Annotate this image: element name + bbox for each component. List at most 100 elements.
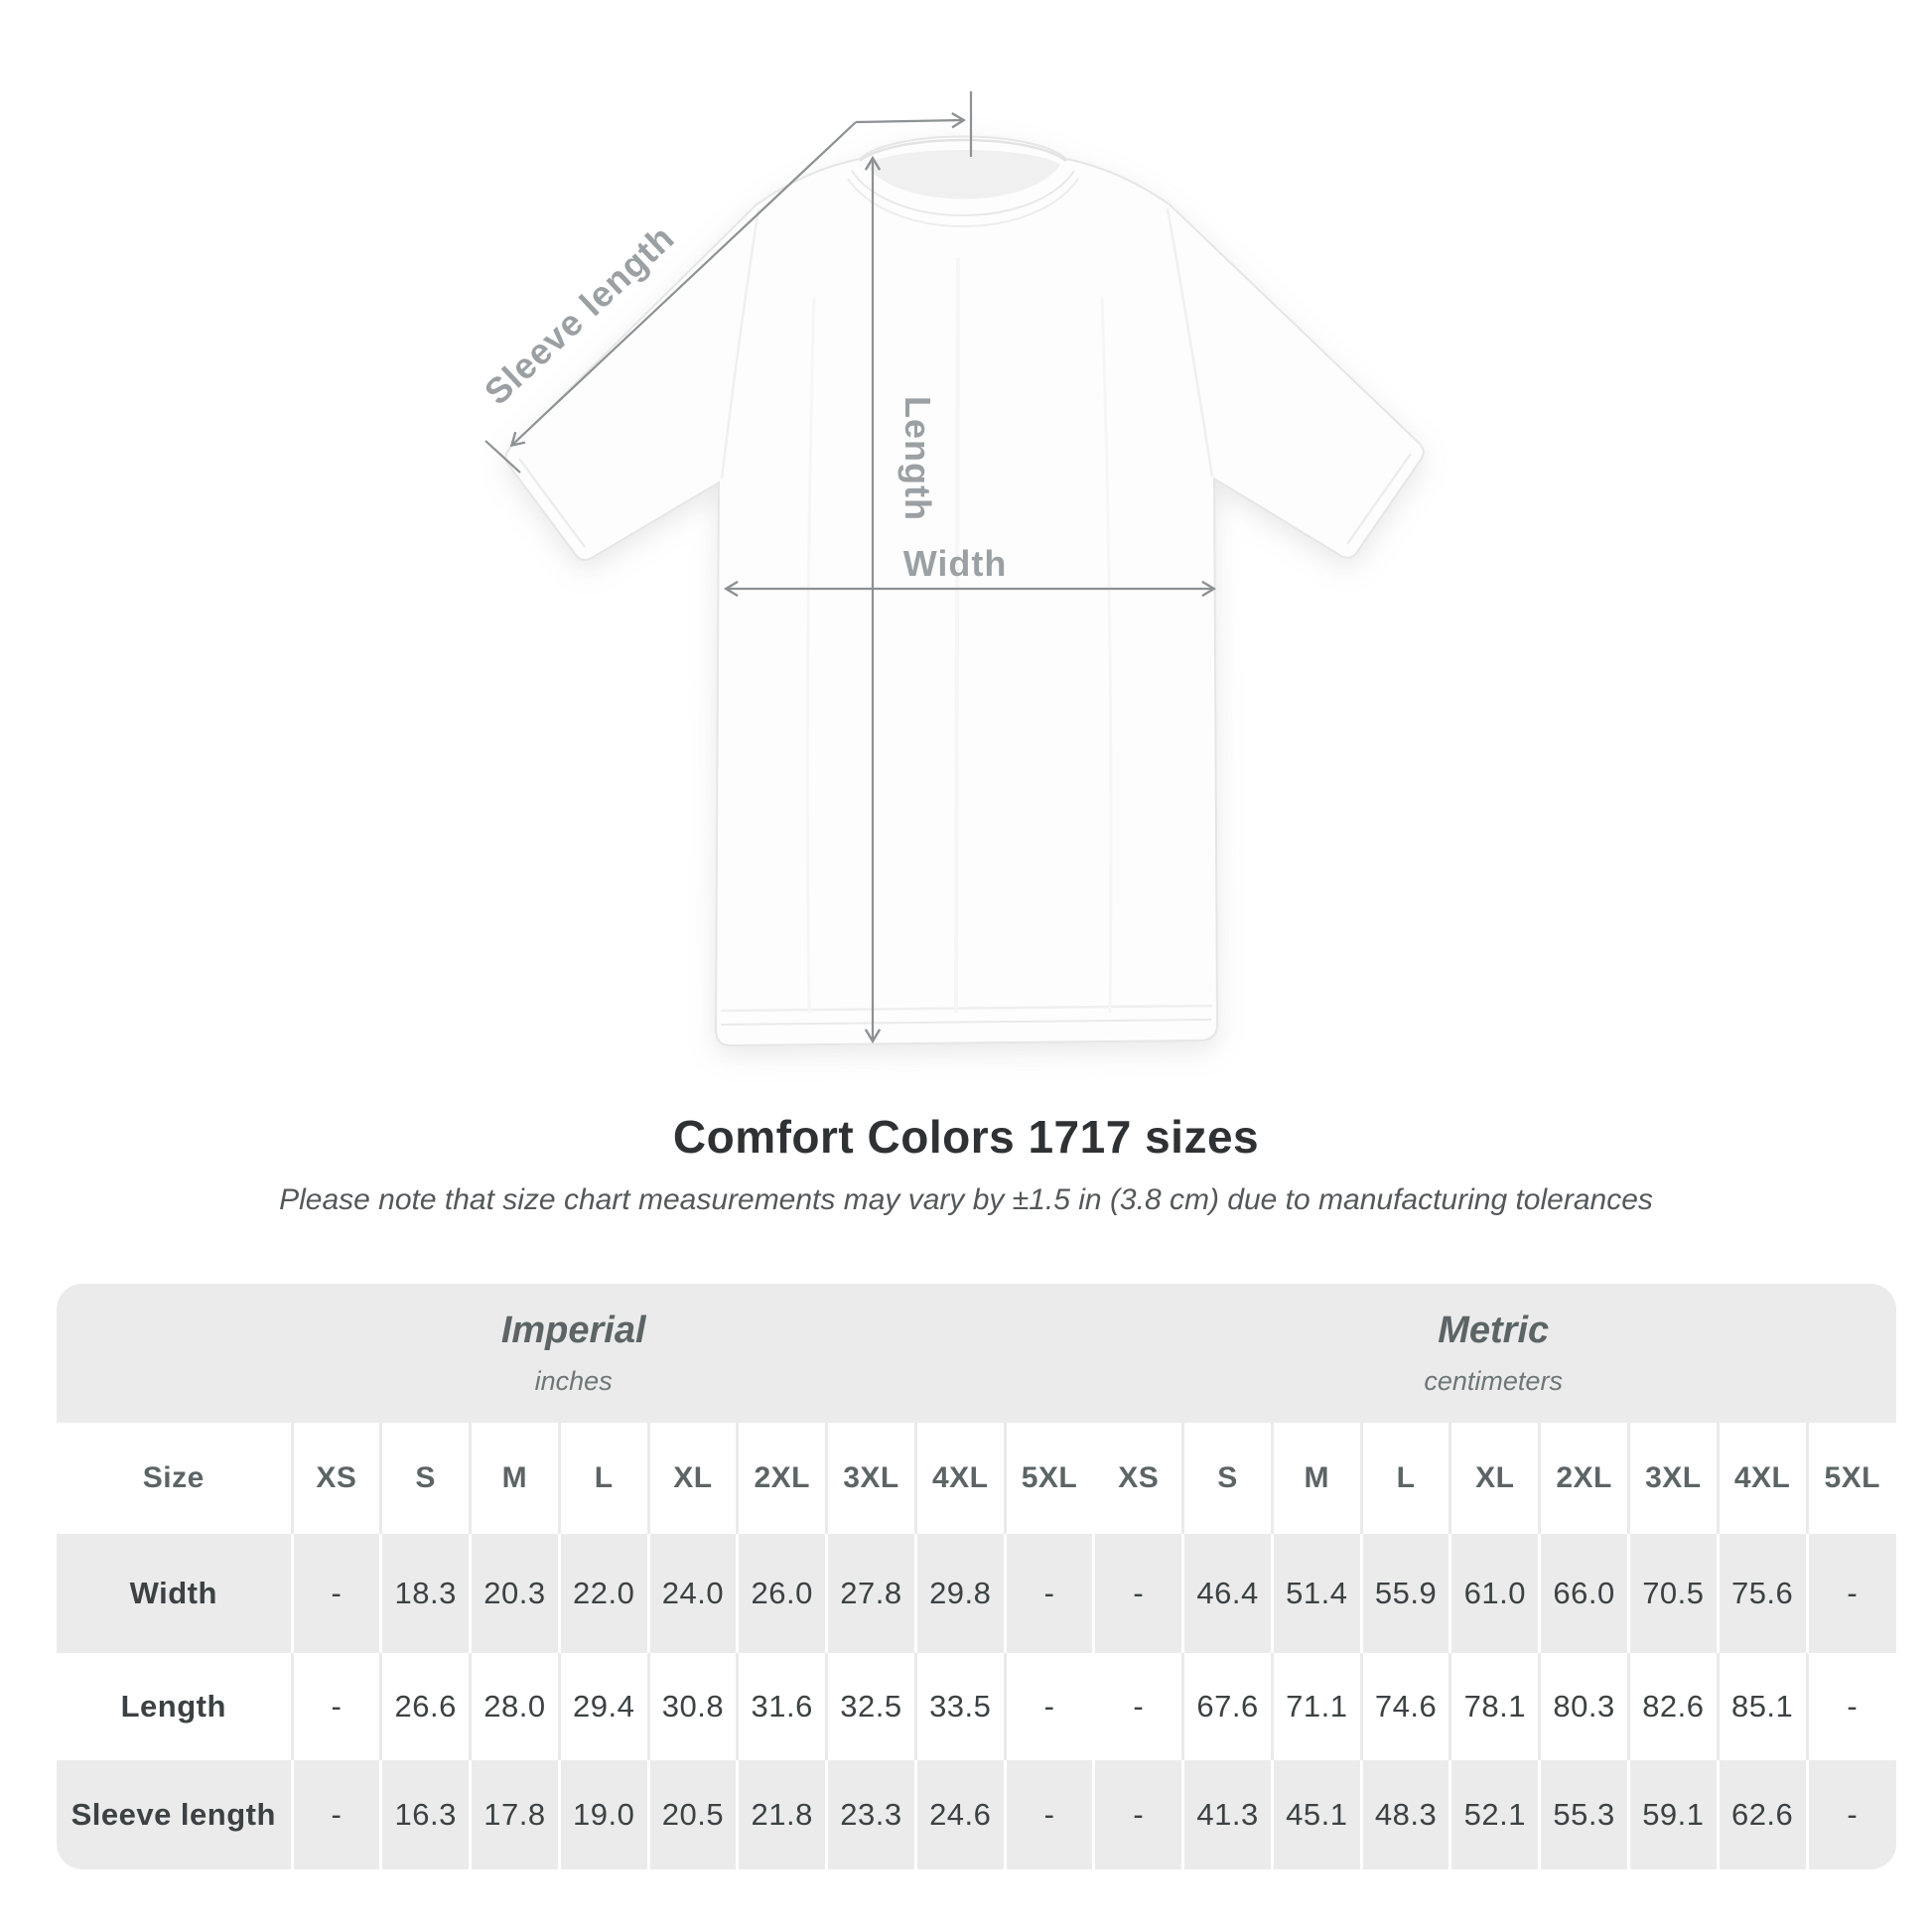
table-row-width: Width - 18.3 20.3 22.0 24.0 26.0 27.8 29… [57,1534,1896,1653]
col-imperial-m: M [469,1423,560,1534]
tshirt-measurement-diagram: Sleeve length Length Width [477,91,1425,1047]
cell: 16.3 [379,1760,471,1869]
cell: - [290,1534,381,1653]
col-imperial-5xl: 5XL [1003,1423,1094,1534]
cell: 55.3 [1538,1760,1629,1869]
cell: 82.6 [1626,1653,1719,1760]
cell: - [1003,1760,1094,1869]
cell: 17.8 [469,1760,560,1869]
cell: 66.0 [1538,1534,1629,1653]
col-metric-l: L [1359,1423,1450,1534]
cell: 21.8 [736,1760,827,1869]
col-metric-2xl: 2XL [1538,1423,1629,1534]
cell: 51.4 [1270,1534,1362,1653]
size-table-card: Imperial inches Metric centimeters Size … [57,1284,1896,1869]
col-metric-3xl: 3XL [1626,1423,1719,1534]
cell: 20.3 [469,1534,560,1653]
imperial-title: Imperial [500,1310,646,1351]
cell: 31.6 [736,1653,827,1760]
cell: 45.1 [1270,1760,1362,1869]
col-metric-m: M [1270,1423,1362,1534]
cell: 67.6 [1181,1653,1273,1760]
cell: 30.8 [646,1653,738,1760]
col-metric-xs: XS [1092,1423,1183,1534]
col-imperial-xl: XL [646,1423,738,1534]
row-label: Length [57,1653,292,1760]
dimension-lines [484,91,1217,1044]
size-table: Size XS S M L XL 2XL 3XL 4XL 5XL XS S M … [57,1423,1896,1869]
cell: 24.6 [913,1760,1006,1869]
col-imperial-2xl: 2XL [736,1423,827,1534]
unit-banner: Imperial inches Metric centimeters [57,1284,1896,1423]
cell: 23.3 [825,1760,916,1869]
cell: 24.0 [646,1534,738,1653]
col-imperial-4xl: 4XL [913,1423,1006,1534]
cell: - [1092,1534,1183,1653]
table-header-row: Size XS S M L XL 2XL 3XL 4XL 5XL XS S M … [57,1423,1896,1534]
col-metric-4xl: 4XL [1716,1423,1808,1534]
cell: 26.6 [379,1653,471,1760]
col-imperial-3xl: 3XL [825,1423,916,1534]
cell: 52.1 [1449,1760,1540,1869]
col-imperial-s: S [379,1423,471,1534]
tolerance-note: Please note that size chart measurements… [279,1183,1653,1216]
row-label: Width [57,1534,292,1653]
cell: 33.5 [913,1653,1006,1760]
col-metric-s: S [1181,1423,1273,1534]
imperial-section-header: Imperial inches [57,1284,1090,1423]
cell: - [290,1760,381,1869]
sleeve-length-arrow [509,121,857,448]
col-metric-xl: XL [1449,1423,1540,1534]
cell: 22.0 [557,1534,649,1653]
imperial-unit: inches [534,1366,613,1396]
width-label: Width [903,543,1008,584]
table-row-length: Length - 26.6 28.0 29.4 30.8 31.6 32.5 3… [57,1653,1896,1760]
cell: 80.3 [1538,1653,1629,1760]
cell: - [1805,1534,1896,1653]
cell: 41.3 [1181,1760,1273,1869]
cell: 46.4 [1181,1534,1273,1653]
cell: 29.8 [913,1534,1006,1653]
sleeve-length-end-tick [484,440,521,474]
neck-point-arrow [855,112,967,129]
cell: 61.0 [1449,1534,1540,1653]
cell: 62.6 [1716,1760,1808,1869]
page-title: Comfort Colors 1717 sizes [672,1111,1260,1163]
cell: 18.3 [379,1534,471,1653]
cell: 19.0 [557,1760,649,1869]
cell: 75.6 [1716,1534,1808,1653]
cell: 78.1 [1449,1653,1540,1760]
cell: 71.1 [1270,1653,1362,1760]
title-block: Comfort Colors 1717 sizes Please note th… [0,1110,1932,1217]
col-imperial-l: L [557,1423,649,1534]
cell: - [1805,1760,1896,1869]
metric-unit: centimeters [1424,1366,1563,1396]
cell: - [1092,1653,1183,1760]
metric-section-header: Metric centimeters [1090,1284,1896,1423]
cell: 20.5 [646,1760,738,1869]
cell: 74.6 [1359,1653,1450,1760]
cell: 85.1 [1716,1653,1808,1760]
cell: - [1003,1653,1094,1760]
cell: 29.4 [557,1653,649,1760]
cell: 32.5 [825,1653,916,1760]
col-imperial-xs: XS [290,1423,381,1534]
cell: - [1805,1653,1896,1760]
cell: 27.8 [825,1534,916,1653]
cell: 59.1 [1626,1760,1719,1869]
cell: 70.5 [1626,1534,1719,1653]
metric-title: Metric [1438,1310,1550,1351]
row-label: Sleeve length [57,1760,292,1869]
cell: - [1003,1534,1094,1653]
cell: 26.0 [736,1534,827,1653]
length-label: Length [897,396,938,521]
col-metric-5xl: 5XL [1805,1423,1896,1534]
cell: 55.9 [1359,1534,1450,1653]
cell: 48.3 [1359,1760,1450,1869]
cell: 28.0 [469,1653,560,1760]
column-header-size: Size [57,1423,292,1534]
cell: - [290,1653,381,1760]
cell: - [1092,1760,1183,1869]
table-row-sleeve-length: Sleeve length - 16.3 17.8 19.0 20.5 21.8… [57,1760,1896,1869]
